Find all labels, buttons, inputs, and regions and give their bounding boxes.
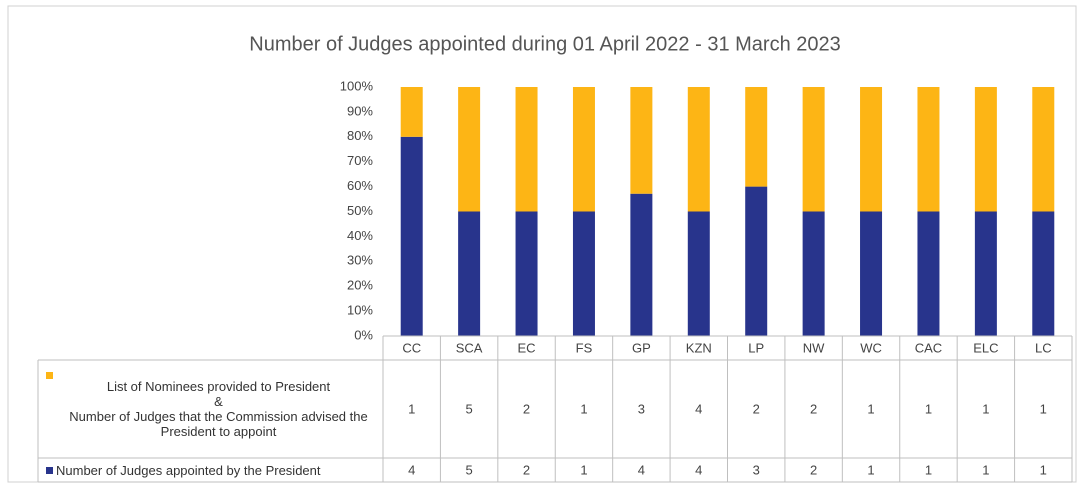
- bar-segment: [802, 211, 825, 336]
- x-tick-label: CC: [402, 340, 421, 355]
- legend-swatch: [46, 467, 53, 474]
- bar-segment: [1032, 87, 1055, 212]
- table-value: 2: [523, 401, 530, 416]
- bar-segment: [860, 211, 883, 336]
- bar-segment: [458, 211, 481, 336]
- table-value: 2: [810, 401, 817, 416]
- table-value: 4: [695, 462, 702, 477]
- bar-segment: [515, 211, 538, 336]
- table-value: 1: [982, 401, 989, 416]
- bar-segment: [745, 186, 768, 336]
- y-tick-label: 40%: [347, 228, 373, 243]
- bar-segment: [630, 193, 653, 336]
- bar-segment: [515, 87, 538, 212]
- x-tick-label: LP: [748, 340, 764, 355]
- table-value: 1: [982, 462, 989, 477]
- x-tick-label: CAC: [915, 340, 942, 355]
- x-tick-label: EC: [518, 340, 536, 355]
- bar-segment: [687, 211, 710, 336]
- bar-segment: [1032, 211, 1055, 336]
- bar-segment: [687, 87, 710, 212]
- table-value: 1: [867, 401, 874, 416]
- x-tick-label: WC: [860, 340, 882, 355]
- x-tick-label: SCA: [456, 340, 483, 355]
- y-tick-label: 30%: [347, 253, 373, 268]
- legend-swatch: [46, 372, 53, 379]
- table-value: 5: [466, 462, 473, 477]
- x-tick-label: NW: [803, 340, 825, 355]
- table-value: 1: [580, 401, 587, 416]
- table-value: 4: [408, 462, 415, 477]
- y-tick-label: 100%: [340, 78, 374, 93]
- table-value: 2: [753, 401, 760, 416]
- x-tick-label: GP: [632, 340, 651, 355]
- y-tick-label: 10%: [347, 303, 373, 318]
- table-value: 1: [580, 462, 587, 477]
- bar-segment: [400, 87, 423, 137]
- table-value: 1: [867, 462, 874, 477]
- bar-segment: [745, 87, 768, 187]
- bar-segment: [458, 87, 481, 212]
- bar-segment: [860, 87, 883, 212]
- x-tick-label: LC: [1035, 340, 1052, 355]
- x-tick-label: KZN: [686, 340, 712, 355]
- table-value: 1: [408, 401, 415, 416]
- chart-title: Number of Judges appointed during 01 Apr…: [249, 33, 841, 55]
- table-value: 1: [925, 462, 932, 477]
- bar-segment: [917, 87, 940, 212]
- y-tick-label: 20%: [347, 278, 373, 293]
- table-value: 2: [810, 462, 817, 477]
- bar-segment: [400, 136, 423, 336]
- bar-segment: [917, 211, 940, 336]
- legend-label: Number of Judges appointed by the Presid…: [56, 462, 321, 478]
- table-value: 3: [753, 462, 760, 477]
- bar-segment: [630, 87, 653, 194]
- y-tick-label: 50%: [347, 203, 373, 218]
- y-tick-label: 90%: [347, 103, 373, 118]
- table-value: 1: [1040, 401, 1047, 416]
- x-tick-label: FS: [576, 340, 593, 355]
- table-value: 5: [466, 401, 473, 416]
- y-tick-label: 70%: [347, 153, 373, 168]
- table-value: 4: [695, 401, 702, 416]
- bar-segment: [974, 87, 997, 212]
- table-value: 4: [638, 462, 645, 477]
- bar-segment: [572, 211, 595, 336]
- table-value: 3: [638, 401, 645, 416]
- bar-segment: [802, 87, 825, 212]
- x-tick-label: ELC: [973, 340, 998, 355]
- y-tick-label: 0%: [354, 327, 373, 342]
- table-value: 1: [1040, 462, 1047, 477]
- y-tick-label: 60%: [347, 178, 373, 193]
- y-tick-label: 80%: [347, 128, 373, 143]
- table-value: 1: [925, 401, 932, 416]
- table-value: 2: [523, 462, 530, 477]
- bar-segment: [974, 211, 997, 336]
- bar-segment: [572, 87, 595, 212]
- legend-label: List of Nominees provided to President &…: [69, 379, 368, 439]
